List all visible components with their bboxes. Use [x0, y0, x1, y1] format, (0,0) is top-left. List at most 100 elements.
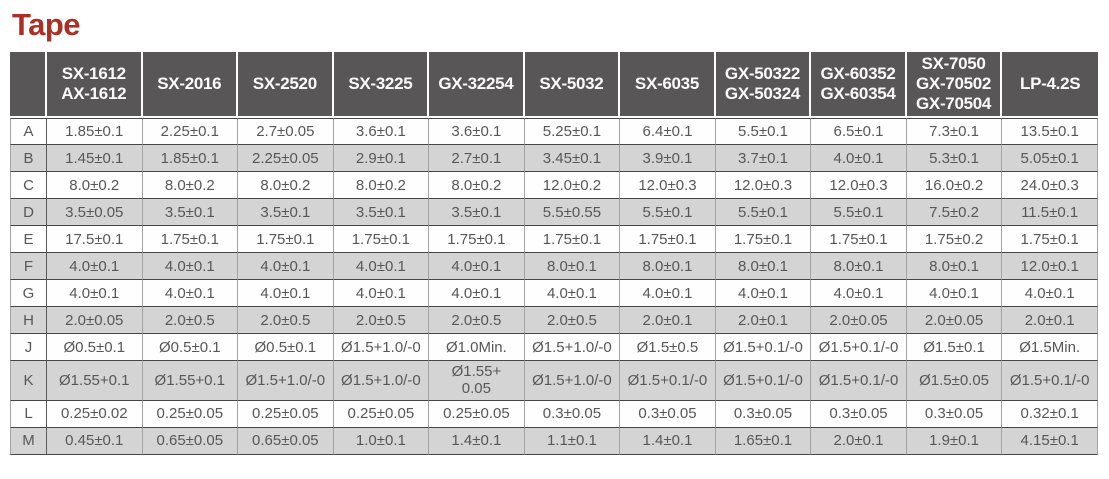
table-cell: 5.5±0.55: [524, 199, 621, 227]
table-cell: 7.3±0.1: [906, 118, 1003, 146]
table-cell: Ø1.5±0.5: [620, 334, 716, 362]
table-cell: Ø1.5+1.0/-0: [524, 334, 621, 362]
column-header-sx-3225: SX-3225: [333, 52, 430, 119]
column-header-line: GX-70502: [915, 74, 992, 94]
column-header-sx-2016: SX-2016: [142, 52, 239, 119]
table-cell: 8.0±0.2: [429, 172, 525, 200]
table-cell: Ø1.0Min.: [429, 334, 525, 362]
table-cell: 4.0±0.1: [333, 253, 430, 281]
page: Tape SX-1612 AX-1612 SX-2016 SX-2520 SX-3225…: [10, 7, 1098, 455]
table-cell: 2.0±0.5: [524, 307, 621, 335]
table-cell: 8.0±0.2: [47, 172, 143, 200]
table-cell: 12.0±0.3: [620, 172, 716, 200]
row-label: A: [10, 118, 47, 146]
table-cell: 1.75±0.1: [1002, 226, 1098, 254]
table-cell: 7.5±0.2: [906, 199, 1003, 227]
table-cell: 5.5±0.1: [811, 199, 907, 227]
row-label: K: [10, 361, 47, 401]
table-cell: 1.0±0.1: [333, 427, 430, 455]
table-cell: 8.0±0.1: [811, 253, 907, 281]
table-cell: 1.4±0.1: [429, 427, 525, 455]
column-header-line: SX-2016: [157, 74, 222, 94]
table-cell: Ø1.55+ 0.05: [429, 361, 525, 401]
table-cell: Ø1.5+0.1/-0: [811, 334, 907, 362]
column-header-gx-50322: GX-50322 GX-50324: [715, 52, 812, 119]
table-cell: 3.5±0.1: [238, 199, 334, 227]
table-cell: 1.65±0.1: [715, 427, 812, 455]
table-cell: Ø0.5±0.1: [142, 334, 239, 362]
table-cell: 3.5±0.05: [47, 199, 143, 227]
table-row-G: G 4.0±0.1 4.0±0.1 4.0±0.1 4.0±0.1 4.0±0.1 4.0±…: [10, 280, 1098, 308]
table-cell: 0.45±0.1: [47, 427, 143, 455]
column-header-line: SX-2520: [252, 74, 317, 94]
table-cell: Ø1.5+0.1/-0: [811, 361, 907, 401]
table-row-K: K Ø1.55+0.1 Ø1.55+0.1 Ø1.5+1.0/-0 Ø1.5+1.0/-…: [10, 361, 1098, 401]
table-cell: 0.25±0.05: [142, 400, 239, 428]
table-cell: 4.0±0.1: [429, 280, 525, 308]
table-cell: 3.6±0.1: [333, 118, 430, 146]
table-cell: 4.0±0.1: [524, 280, 621, 308]
table-cell: 1.75±0.2: [906, 226, 1003, 254]
table-cell: 2.25±0.05: [238, 145, 334, 173]
table-cell: 3.5±0.1: [429, 199, 525, 227]
table-row-D: D 3.5±0.05 3.5±0.1 3.5±0.1 3.5±0.1 3.5±0.1 5.5…: [10, 199, 1098, 227]
row-label: D: [10, 199, 47, 227]
table-cell: 0.3±0.05: [811, 400, 907, 428]
table-cell: 4.0±0.1: [811, 145, 907, 173]
table-cell: 8.0±0.1: [620, 253, 716, 281]
table-cell: 4.0±0.1: [142, 253, 239, 281]
row-label: E: [10, 226, 47, 254]
table-cell: 3.5±0.1: [142, 199, 239, 227]
table-cell: Ø1.5+0.1/-0: [715, 361, 812, 401]
table-header: SX-1612 AX-1612 SX-2016 SX-2520 SX-3225 GX-32…: [10, 52, 1098, 119]
column-header-gx-60352: GX-60352 GX-60354: [811, 52, 907, 119]
table-cell: 0.25±0.05: [238, 400, 334, 428]
table-cell: 4.0±0.1: [142, 280, 239, 308]
table-cell: 4.0±0.1: [811, 280, 907, 308]
table-cell: 1.4±0.1: [620, 427, 716, 455]
column-header-sx-2520: SX-2520: [238, 52, 334, 119]
table-row-L: L 0.25±0.02 0.25±0.05 0.25±0.05 0.25±0.05 0.2…: [10, 400, 1098, 428]
table-cell: 2.0±0.05: [47, 307, 143, 335]
table-cell: 6.5±0.1: [811, 118, 907, 146]
column-header-line: GX-70504: [915, 94, 992, 114]
column-header-line: GX-60354: [820, 84, 896, 104]
table-cell: 0.3±0.05: [620, 400, 716, 428]
table-cell: Ø0.5±0.1: [47, 334, 143, 362]
table-cell: 4.15±0.1: [1002, 427, 1098, 455]
table-cell: 8.0±0.1: [715, 253, 812, 281]
table-cell: 8.0±0.2: [238, 172, 334, 200]
table-cell: 4.0±0.1: [47, 280, 143, 308]
table-cell: 4.0±0.1: [333, 280, 430, 308]
table-cell: 8.0±0.1: [906, 253, 1003, 281]
row-label: M: [10, 427, 47, 455]
table-cell: 2.0±0.1: [715, 307, 812, 335]
table-cell: 5.25±0.1: [524, 118, 621, 146]
column-header-line: SX-5032: [539, 74, 604, 94]
table-cell: 0.3±0.05: [906, 400, 1003, 428]
table-cell: Ø1.5+1.0/-0: [333, 334, 430, 362]
column-header-line: GX-50324: [724, 84, 801, 104]
column-header-line: SX-6035: [634, 74, 699, 94]
table-cell: 2.0±0.1: [620, 307, 716, 335]
column-header-gx-32254: GX-32254: [429, 52, 525, 119]
column-header-lp-4.2s: LP-4.2S: [1002, 52, 1098, 119]
table-cell: Ø1.5+1.0/-0: [524, 361, 621, 401]
table-cell: Ø1.5+1.0/-0: [333, 361, 430, 401]
table-cell: 1.75±0.1: [333, 226, 430, 254]
table-cell: 3.5±0.1: [333, 199, 430, 227]
table-body: A 1.85±0.1 2.25±0.1 2.7±0.05 3.6±0.1 3.6±0.1 5…: [10, 118, 1098, 455]
table-cell: 0.65±0.05: [238, 427, 334, 455]
table-cell: 1.75±0.1: [811, 226, 907, 254]
table-cell: 17.5±0.1: [47, 226, 143, 254]
row-label: J: [10, 334, 47, 362]
table-cell: 16.0±0.2: [906, 172, 1003, 200]
row-label: F: [10, 253, 47, 281]
table-cell: 5.5±0.1: [715, 118, 812, 146]
table-cell: 24.0±0.3: [1002, 172, 1098, 200]
table-cell: 1.85±0.1: [142, 145, 239, 173]
table-row-B: B 1.45±0.1 1.85±0.1 2.25±0.05 2.9±0.1 2.7±0.1…: [10, 145, 1098, 173]
table-cell: 5.5±0.1: [715, 199, 812, 227]
row-label: G: [10, 280, 47, 308]
table-row-J: J Ø0.5±0.1 Ø0.5±0.1 Ø0.5±0.1 Ø1.5+1.0/-0 Ø1.0…: [10, 334, 1098, 362]
